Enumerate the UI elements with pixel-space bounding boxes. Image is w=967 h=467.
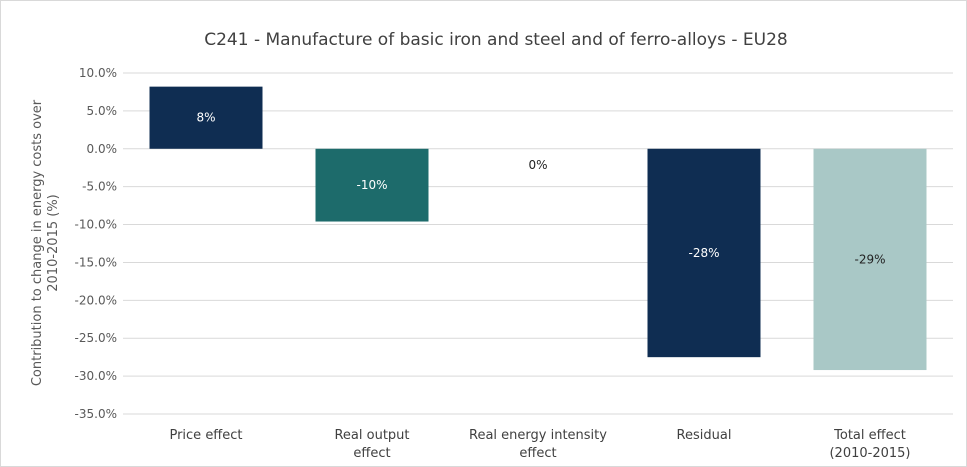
x-axis-categories: Price effect Real output effect Real energy… xyxy=(169,428,910,461)
x-category-label: Real energy intensity xyxy=(469,428,607,443)
data-label: 8% xyxy=(196,111,215,125)
y-tick-label: -25.0% xyxy=(75,331,117,345)
y-tick-label: 5.0% xyxy=(87,104,118,118)
bar xyxy=(813,148,927,371)
y-tick-label: -35.0% xyxy=(75,407,117,421)
y-tick-label: -5.0% xyxy=(82,180,117,194)
chart-title: C241 - Manufacture of basic iron and ste… xyxy=(204,30,787,50)
data-label: 0% xyxy=(528,158,547,172)
y-tick-label: 10.0% xyxy=(79,66,117,80)
x-category-label: (2010-2015) xyxy=(829,446,910,461)
y-tick-label: -30.0% xyxy=(75,369,117,383)
y-tick-label: -20.0% xyxy=(75,293,117,307)
data-label: -10% xyxy=(356,178,387,192)
data-labels: 8% -10% 0% -28% -29% xyxy=(196,111,885,267)
x-category-label: Real output xyxy=(334,428,409,443)
bars xyxy=(149,86,927,371)
bar xyxy=(149,86,263,149)
bar xyxy=(315,148,429,222)
y-tick-label: 0.0% xyxy=(87,142,118,156)
y-tick-label: -10.0% xyxy=(75,218,117,232)
bar xyxy=(647,148,761,358)
x-category-label: Total effect xyxy=(833,428,906,443)
x-category-label: Residual xyxy=(677,428,732,443)
y-tick-label: -15.0% xyxy=(75,255,117,269)
data-label: -29% xyxy=(854,252,885,266)
y-axis-ticks: 10.0% 5.0% 0.0% -5.0% -10.0% -15.0% -20.0% -25.… xyxy=(75,66,117,421)
x-category-label: Price effect xyxy=(169,428,242,443)
x-category-label: effect xyxy=(519,446,556,461)
y-axis-label-line-1: Contribution to change in energy costs o… xyxy=(30,99,45,386)
x-category-label: effect xyxy=(353,446,390,461)
data-label: -28% xyxy=(688,246,719,260)
y-axis-label-line-2: 2010-2015 (%) xyxy=(46,194,61,292)
